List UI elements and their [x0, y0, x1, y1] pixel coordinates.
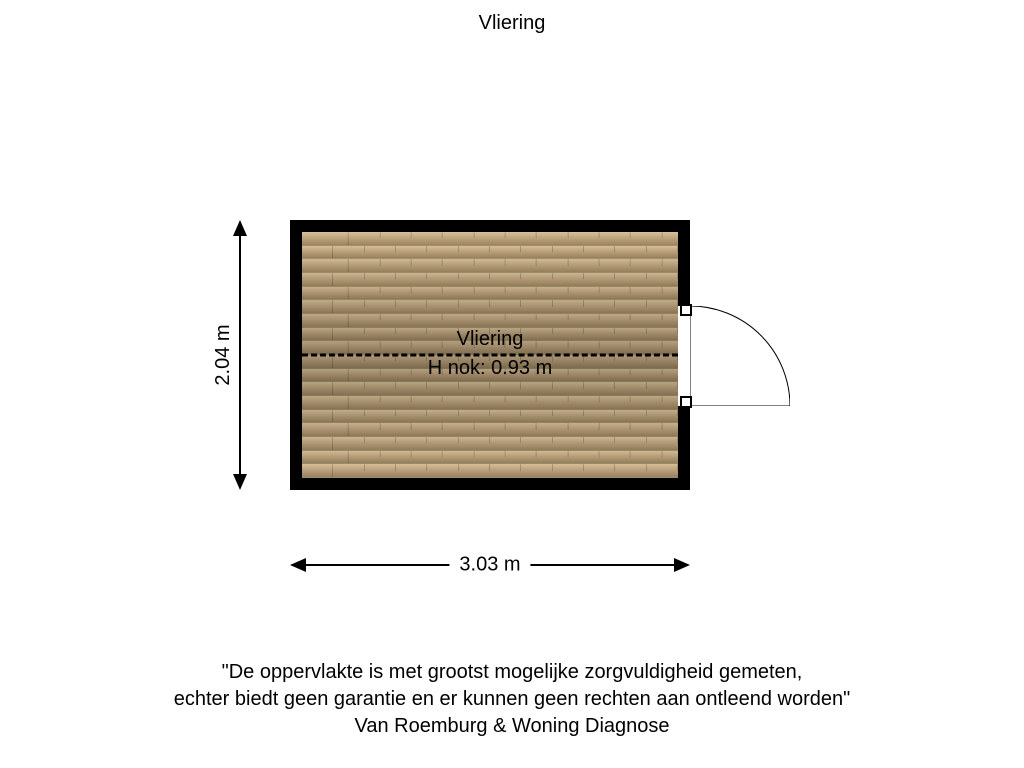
room-outline: Vliering H nok: 0.93 m — [290, 220, 690, 490]
room-name-label: Vliering — [302, 328, 678, 351]
dimension-horizontal: 3.03 m — [290, 540, 690, 590]
arrow-left-icon — [290, 558, 306, 572]
room-ridge-label: H nok: 0.93 m — [302, 357, 678, 380]
page-title: Vliering — [0, 12, 1024, 35]
door-swing-icon — [690, 306, 790, 406]
footer-line-3: Van Roemburg & Woning Diagnose — [0, 713, 1024, 740]
floorplan-page: Vliering 2.04 m Vliering H nok: 0.93 m 3… — [0, 0, 1024, 768]
dimension-vertical-line — [239, 228, 241, 482]
dimension-vertical: 2.04 m — [215, 220, 265, 490]
footer-line-1: "De oppervlakte is met grootst mogelijke… — [0, 659, 1024, 686]
room-interior: Vliering H nok: 0.93 m — [302, 232, 678, 478]
dimension-vertical-label: 2.04 m — [210, 316, 237, 393]
door-threshold — [678, 306, 694, 406]
footer-line-2: echter biedt geen garantie en er kunnen … — [0, 686, 1024, 713]
ridge-line — [302, 354, 678, 357]
arrow-right-icon — [674, 558, 690, 572]
arrow-up-icon — [233, 220, 247, 236]
arrow-down-icon — [233, 474, 247, 490]
dimension-horizontal-label: 3.03 m — [449, 552, 530, 579]
disclaimer-footer: "De oppervlakte is met grootst mogelijke… — [0, 659, 1024, 740]
